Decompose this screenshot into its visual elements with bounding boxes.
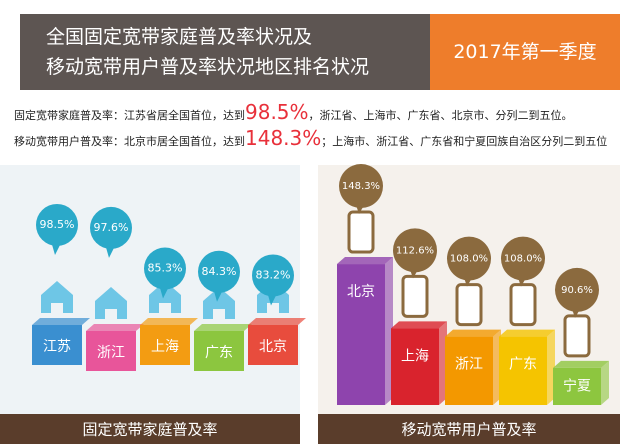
value-label: 108.0% <box>450 254 488 265</box>
bar-top <box>445 329 501 337</box>
title-line: 移动宽带用户普及率状况地区排名状况 <box>46 56 370 78</box>
header: 全国固定宽带家庭普及率状况及移动宽带用户普及率状况地区排名状况 <box>20 14 430 90</box>
period: 2017年第一季度 <box>430 14 620 90</box>
bar-side <box>601 360 609 405</box>
house <box>41 281 73 313</box>
bubble <box>90 206 132 249</box>
phone <box>455 283 483 327</box>
category-label: 广东 <box>509 357 537 373</box>
value-label: 98.5% <box>40 218 75 231</box>
house <box>203 287 235 319</box>
category-label: 宁夏 <box>563 377 591 394</box>
value-label: 97.6% <box>94 221 129 234</box>
category-label: 上海 <box>151 339 179 355</box>
category-label: 北京 <box>259 339 287 355</box>
bar <box>337 264 385 405</box>
block <box>32 325 82 365</box>
bar-top <box>391 321 447 329</box>
category-label: 江苏 <box>43 339 71 355</box>
bubble <box>36 203 78 246</box>
bubble <box>144 247 186 290</box>
block-top <box>32 318 90 325</box>
bar-top <box>337 257 393 265</box>
block-top <box>194 324 252 331</box>
bar-top <box>499 329 555 337</box>
bubble <box>501 236 545 281</box>
block-top <box>140 318 198 325</box>
bubble <box>252 254 294 297</box>
phone <box>563 314 591 358</box>
value-label: 85.3% <box>148 262 183 275</box>
note: 移动宽带用户普及率：北京市居全国首位，达到148.3%；上海市、浙江省、广东省和… <box>14 126 607 150</box>
bubble <box>393 228 437 273</box>
note-highlight: 148.3% <box>245 126 322 150</box>
bar <box>391 328 439 405</box>
phone <box>347 210 375 254</box>
category-label: 浙江 <box>97 345 125 361</box>
value-label: 90.6% <box>561 285 593 296</box>
block <box>194 331 244 371</box>
block-top <box>86 324 144 331</box>
bar <box>553 367 601 405</box>
bar-top <box>553 360 609 368</box>
panel-band <box>0 414 300 444</box>
house <box>95 287 127 319</box>
bar <box>499 336 547 405</box>
value-label: 112.6% <box>396 245 434 256</box>
block <box>248 325 298 365</box>
value-label: 83.2% <box>256 268 291 281</box>
panel-band <box>318 414 620 444</box>
block <box>140 325 190 365</box>
value-label: 84.3% <box>202 265 237 278</box>
phone <box>401 274 429 318</box>
bubble <box>555 267 599 312</box>
bubble <box>339 164 383 209</box>
bar <box>445 336 493 405</box>
block-top <box>248 318 306 325</box>
note-text: 移动宽带用户普及率：北京市居全国首位，达到 <box>14 135 245 148</box>
chart-title: 固定宽带家庭普及率 <box>82 421 217 439</box>
category-label: 浙江 <box>455 357 483 373</box>
bubble <box>198 250 240 293</box>
house <box>149 281 181 313</box>
category-label: 北京 <box>347 284 375 300</box>
category-label: 广东 <box>205 345 233 361</box>
chart-title: 移动宽带用户普及率 <box>401 421 536 439</box>
phone <box>509 283 537 327</box>
bubble <box>447 236 491 281</box>
note: 固定宽带家庭普及率：江苏省居全国首位，达到98.5%，浙江省、上海市、广东省、北… <box>14 100 573 124</box>
note-text: 固定宽带家庭普及率：江苏省居全国首位，达到 <box>14 109 245 122</box>
note-text: ，浙江省、上海市、广东省、北京市、分列二到五位。 <box>308 109 573 122</box>
block <box>86 331 136 371</box>
value-label: 148.3% <box>342 181 380 192</box>
note-highlight: 98.5% <box>245 100 309 124</box>
value-label: 108.0% <box>504 254 542 265</box>
title-line: 全国固定宽带家庭普及率状况及 <box>46 26 313 48</box>
note-text: ；上海市、浙江省、广东省和宁夏回族自治区分列二到五位 <box>321 135 608 148</box>
category-label: 上海 <box>401 348 429 364</box>
